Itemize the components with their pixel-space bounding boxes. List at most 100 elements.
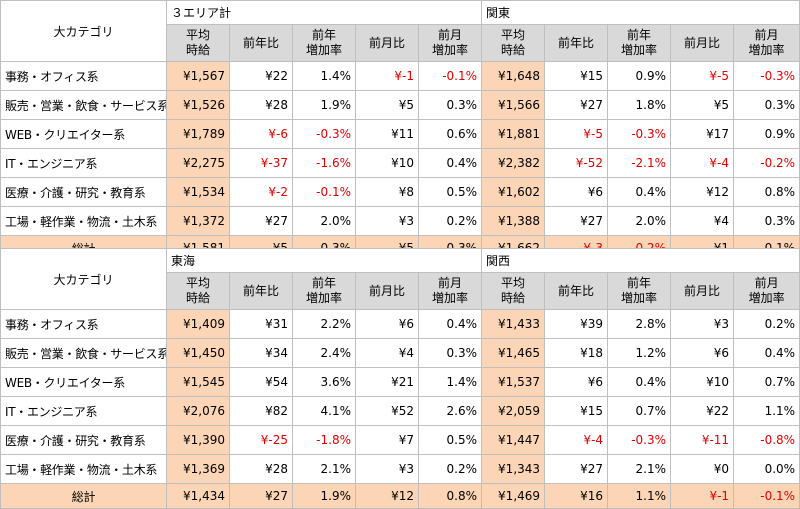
table-row: 工場・軽作業・物流・土木系 ¥1,369 ¥28 2.1% ¥3 0.2% ¥1,343 ¥2… (0, 454, 800, 484)
value-cell: ¥-5 (670, 61, 735, 91)
table-row: 工場・軽作業・物流・土木系 ¥1,372 ¥27 2.0% ¥3 0.2% ¥1,388 ¥2… (0, 206, 800, 236)
area-header: 関東 (481, 0, 800, 25)
value-cell: 0.8% (417, 483, 483, 509)
value-cell: 0.5% (417, 425, 483, 455)
value-cell: ¥8 (355, 177, 419, 207)
value-cell: ¥2,382 (481, 148, 546, 178)
value-cell: ¥1,390 (166, 425, 230, 455)
value-cell: ¥3 (355, 206, 419, 236)
value-cell: 1.1% (733, 396, 800, 426)
category-label: 工場・軽作業・物流・土木系 (0, 206, 167, 236)
table-row: IT・エンジニア系 ¥2,275 ¥-37 -1.6% ¥10 0.4% ¥2,382 ¥-5… (0, 148, 800, 178)
value-cell: 2.8% (607, 309, 672, 339)
value-cell: 1.9% (292, 90, 356, 120)
value-cell: ¥-52 (544, 148, 609, 178)
value-cell: ¥6 (544, 177, 609, 207)
total-label: 総計 (0, 483, 167, 509)
column-header: 前年 増加率 (607, 272, 672, 310)
table-row: 販売・営業・飲食・サービス系 ¥1,526 ¥28 1.9% ¥5 0.3% ¥1,566 ¥… (0, 90, 800, 120)
sub-header-row: 平均 時給 前年比 前年 増加率 前月比 前月 増加率 平均 時給 前年比 前年 増加率 前月比 前月 増加率 (1, 272, 800, 310)
value-cell: ¥1,433 (481, 309, 546, 339)
column-header: 前年比 (229, 272, 293, 310)
value-cell: 0.2% (417, 206, 483, 236)
value-cell: ¥1,566 (481, 90, 546, 120)
value-cell: ¥10 (670, 367, 735, 397)
value-cell: ¥4 (355, 338, 419, 368)
column-header: 前年比 (544, 24, 609, 62)
category-label: WEB・クリエイター系 (0, 119, 167, 149)
value-cell: ¥10 (355, 148, 419, 178)
value-cell: 1.9% (292, 483, 356, 509)
value-cell: -1.6% (292, 148, 356, 178)
category-label: IT・エンジニア系 (0, 148, 167, 178)
value-cell: ¥22 (229, 61, 293, 91)
value-cell: ¥15 (544, 396, 609, 426)
value-cell: -0.2% (733, 148, 800, 178)
value-cell: 1.1% (607, 483, 672, 509)
category-label: 工場・軽作業・物流・土木系 (0, 454, 167, 484)
table-row: IT・エンジニア系 ¥2,076 ¥82 4.1% ¥52 2.6% ¥2,059 ¥15 0.… (0, 396, 800, 426)
table-row: WEB・クリエイター系 ¥1,545 ¥54 3.6% ¥21 1.4% ¥1,537 ¥6 0… (0, 367, 800, 397)
value-cell: ¥31 (229, 309, 293, 339)
value-cell: ¥52 (355, 396, 419, 426)
value-cell: ¥1,409 (166, 309, 230, 339)
value-cell: ¥1,881 (481, 119, 546, 149)
value-cell: ¥1,534 (166, 177, 230, 207)
value-cell: 1.2% (607, 338, 672, 368)
table-body: 大カテゴリ 東海 関西 平均 時給 前年比 前年 増加率 前月比 前月 増加率 平均 時給 前年比 前年 増加… (0, 248, 800, 509)
value-cell: ¥-1 (355, 61, 419, 91)
value-cell: ¥2,275 (166, 148, 230, 178)
value-cell: 0.3% (733, 90, 800, 120)
column-header: 前月 増加率 (733, 272, 800, 310)
value-cell: 0.4% (417, 309, 483, 339)
area-header: ３エリア計 (165, 0, 483, 25)
value-cell: ¥-37 (229, 148, 293, 178)
value-cell: 2.0% (292, 206, 356, 236)
column-header: 前月比 (670, 272, 735, 310)
value-cell: ¥1,388 (481, 206, 546, 236)
value-cell: ¥18 (544, 338, 609, 368)
value-cell: ¥1,648 (481, 61, 546, 91)
category-label: 医療・介護・研究・教育系 (0, 425, 167, 455)
value-cell: ¥1,537 (481, 367, 546, 397)
value-cell: 0.9% (607, 61, 672, 91)
value-cell: -0.8% (733, 425, 800, 455)
column-header: 前年 増加率 (292, 272, 356, 310)
value-cell: ¥-4 (544, 425, 609, 455)
value-cell: ¥1,602 (481, 177, 546, 207)
area-header: 関西 (481, 248, 800, 273)
value-cell: ¥22 (670, 396, 735, 426)
category-label: 事務・オフィス系 (0, 61, 167, 91)
value-cell: 0.8% (733, 177, 800, 207)
value-cell: 0.7% (607, 396, 672, 426)
value-cell: 0.4% (607, 367, 672, 397)
column-header: 平均 時給 (481, 24, 546, 62)
value-cell: ¥4 (670, 206, 735, 236)
value-cell: 0.6% (417, 119, 483, 149)
value-cell: -1.8% (292, 425, 356, 455)
table-row: 医療・介護・研究・教育系 ¥1,390 ¥-25 -1.8% ¥7 0.5% ¥1,447 ¥… (0, 425, 800, 455)
value-cell: ¥1,450 (166, 338, 230, 368)
wage-table-bottom: 大カテゴリ 東海 関西 平均 時給 前年比 前年 増加率 前月比 前月 増加率 平均 時給 前年比 前年 増加… (0, 248, 800, 509)
column-header: 前月 増加率 (417, 24, 483, 62)
value-cell: ¥5 (355, 90, 419, 120)
value-cell: ¥54 (229, 367, 293, 397)
value-cell: ¥1,526 (166, 90, 230, 120)
value-cell: ¥6 (355, 309, 419, 339)
area-header-row: 大カテゴリ 東海 関西 (0, 248, 800, 310)
value-cell: ¥2,076 (166, 396, 230, 426)
total-row: 総計 ¥1,434 ¥27 1.9% ¥12 0.8% ¥1,469 ¥16 1.1% ¥-1 -0… (0, 483, 800, 509)
value-cell: ¥28 (229, 454, 293, 484)
area-header-row: 大カテゴリ ３エリア計 関東 (0, 0, 800, 62)
value-cell: ¥-6 (229, 119, 293, 149)
value-cell: 0.4% (417, 148, 483, 178)
value-cell: ¥-4 (670, 148, 735, 178)
value-cell: 1.8% (607, 90, 672, 120)
value-cell: ¥1,469 (481, 483, 546, 509)
value-cell: ¥1,372 (166, 206, 230, 236)
value-cell: ¥-5 (544, 119, 609, 149)
value-cell: ¥3 (355, 454, 419, 484)
value-cell: ¥-25 (229, 425, 293, 455)
value-cell: ¥39 (544, 309, 609, 339)
column-header: 前年 増加率 (292, 24, 356, 62)
